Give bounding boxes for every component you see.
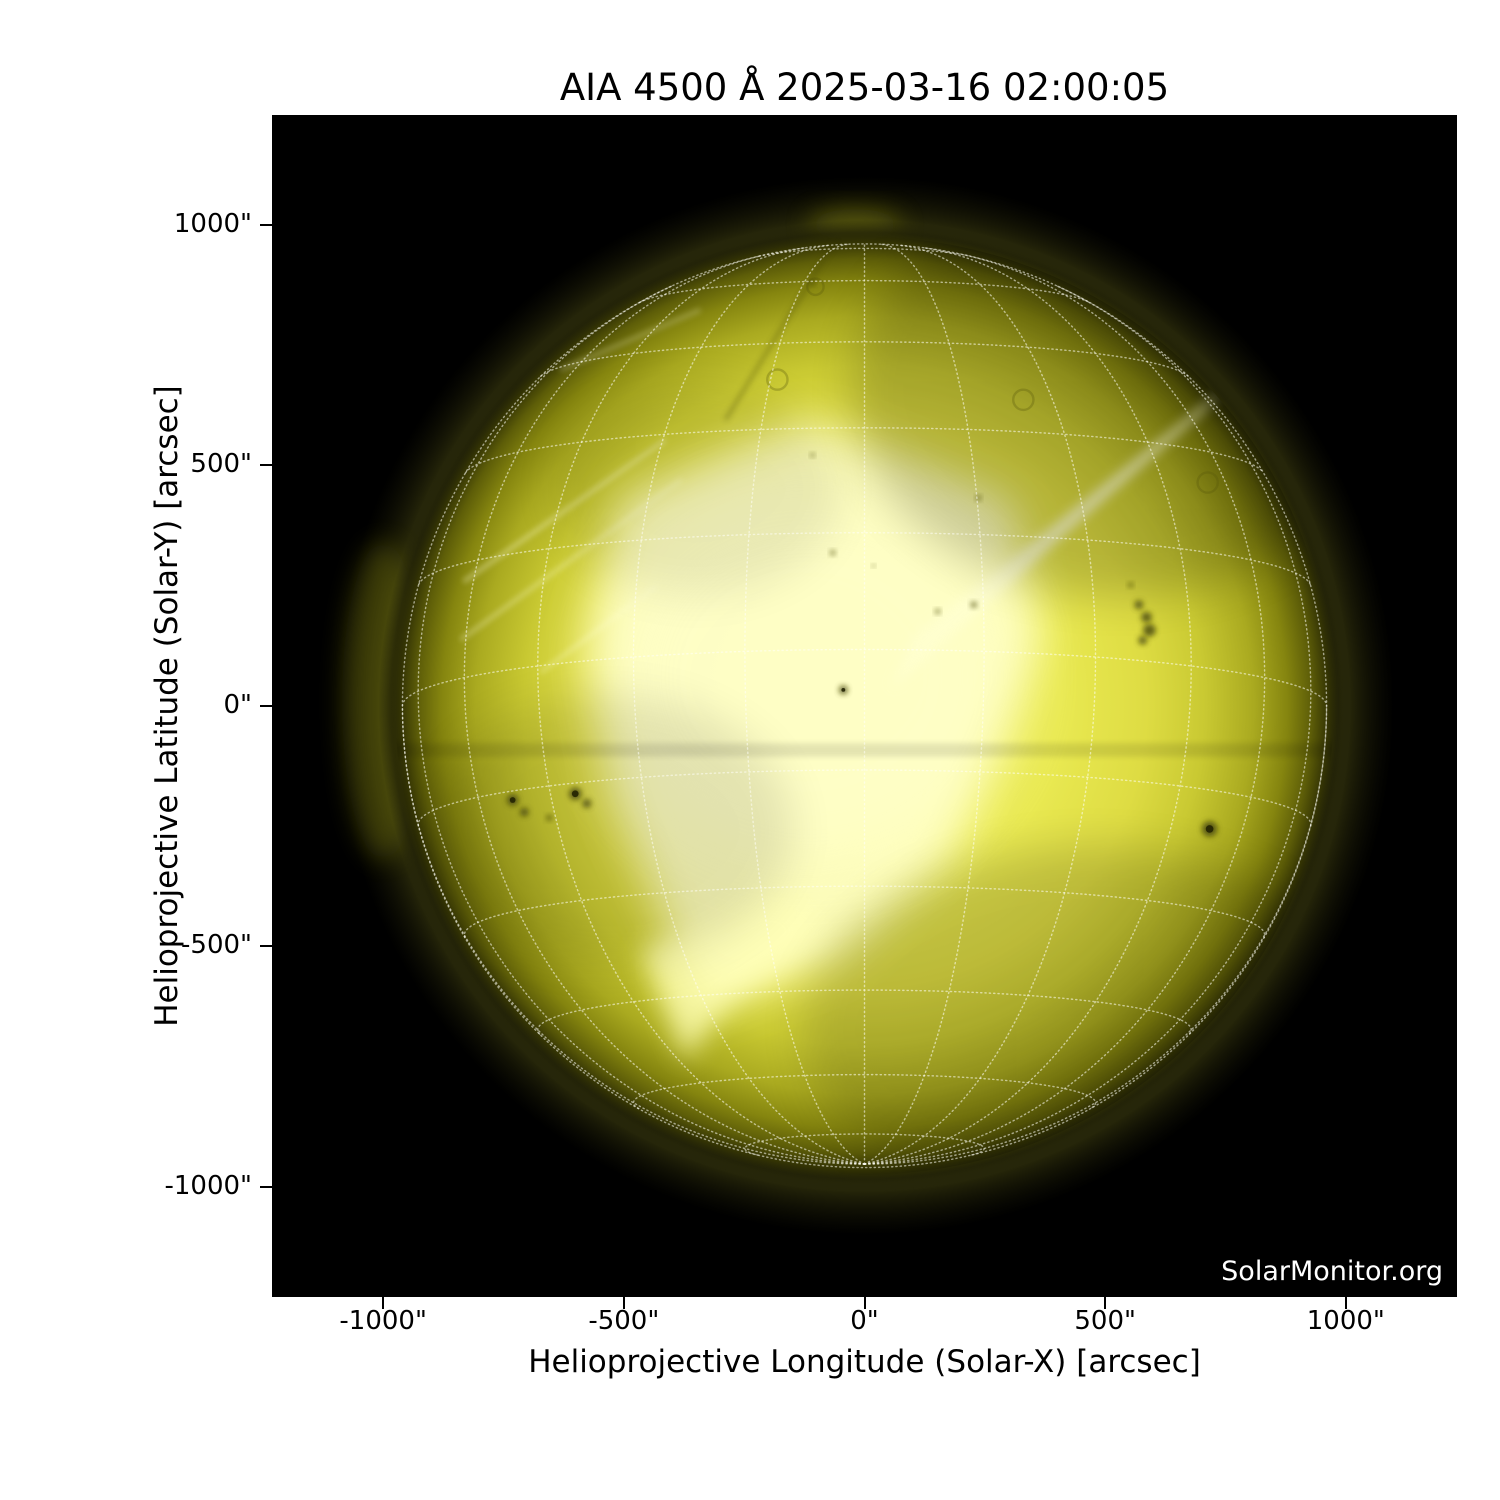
y-tick-label: -500": [181, 930, 252, 961]
x-tick: [1344, 1297, 1347, 1309]
x-tick-label: 500": [1074, 1306, 1136, 1336]
x-tick-label: 1000": [1306, 1306, 1385, 1336]
y-tick-label: 500": [190, 449, 252, 480]
x-tick-label: 0": [850, 1306, 879, 1336]
y-tick-label: -1000": [164, 1170, 252, 1201]
y-tick-label: 0": [223, 689, 252, 720]
y-tick: [260, 945, 272, 948]
figure-title: AIA 4500 Å 2025-03-16 02:00:05: [559, 66, 1170, 109]
plot-area: SolarMonitor.org: [272, 115, 1457, 1297]
y-tick: [260, 223, 272, 226]
x-tick: [863, 1297, 866, 1309]
x-tick: [382, 1297, 385, 1309]
y-tick: [260, 704, 272, 707]
x-axis-label: Helioprojective Longitude (Solar-X) [arc…: [528, 1344, 1201, 1380]
x-tick-label: -500": [588, 1306, 660, 1336]
y-tick: [260, 1185, 272, 1188]
x-tick: [622, 1297, 625, 1309]
y-tick: [260, 464, 272, 467]
x-tick-label: -1000": [339, 1306, 427, 1336]
solar-disk-image: [335, 176, 1394, 1235]
watermark-solarmonitor: SolarMonitor.org: [1221, 1256, 1443, 1287]
x-tick: [1104, 1297, 1107, 1309]
y-tick-label: 1000": [173, 208, 252, 239]
